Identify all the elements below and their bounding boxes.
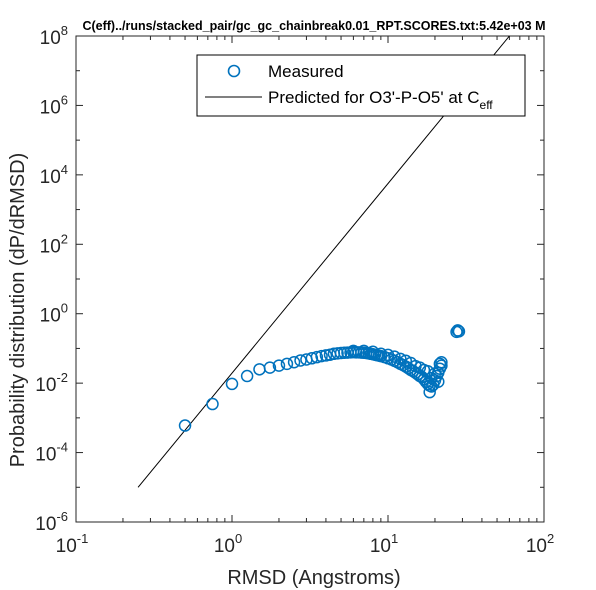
measured-point (347, 344, 360, 358)
y-tick-label: 104 (40, 162, 68, 188)
legend-marker-measured (227, 64, 241, 78)
y-tick-label: 10-6 (35, 509, 68, 535)
axis-ticks: 10-1 100 101 102 10-6 10-4 10-2 100 102 104 106 108 (35, 23, 554, 557)
measured-point (366, 345, 380, 359)
measured-point (435, 359, 448, 372)
measured-point (319, 349, 333, 362)
measured-point (310, 350, 324, 364)
measured-point (381, 348, 395, 362)
x-tick-label: 102 (526, 531, 554, 557)
y-tick-label: 100 (40, 301, 68, 327)
measured-point (225, 377, 239, 391)
measured-point (428, 367, 442, 380)
measured-point (305, 352, 319, 365)
y-tick-label: 10-4 (35, 440, 68, 466)
measured-point (432, 375, 445, 388)
measured-point (423, 385, 436, 399)
legend-box (196, 54, 526, 117)
measured-point (253, 363, 266, 376)
measured-point (272, 359, 286, 372)
measured-point (388, 350, 401, 363)
x-tick-label: 10-1 (56, 531, 89, 557)
measured-point (421, 365, 435, 378)
measured-point (206, 397, 219, 411)
chart-title: C(eff)../runs/stacked_pair/gc_gc_chainbr… (82, 19, 545, 33)
measured-point (374, 347, 388, 361)
y-tick-label: 106 (40, 92, 68, 118)
legend-label-predicted: Predicted for O3'-P-O5' at Ceff (268, 88, 493, 112)
measured-point (409, 359, 422, 373)
measured-point (394, 352, 407, 366)
measured-point (287, 355, 301, 369)
y-tick-label: 108 (40, 23, 68, 49)
measured-point (240, 369, 254, 383)
legend-label-predicted-sub: eff (480, 98, 494, 112)
y-axis-label: Probability distribution (dP/dRMSD) (7, 153, 29, 468)
measured-series (178, 324, 466, 432)
measured-point (178, 419, 192, 432)
measured-point (263, 361, 277, 374)
x-tick-label: 100 (214, 531, 242, 557)
x-axis-label: RMSD (Angstroms) (227, 567, 400, 589)
legend-label-measured: Measured (268, 62, 344, 81)
measured-point (315, 349, 328, 363)
y-tick-label: 10-2 (35, 370, 68, 396)
measured-point (451, 324, 465, 337)
measured-point (452, 325, 466, 338)
y-tick-label: 102 (40, 231, 68, 257)
legend-label-predicted-main: Predicted for O3'-P-O5' at C (268, 88, 480, 107)
x-tick-label: 101 (370, 531, 398, 557)
measured-point (435, 355, 448, 369)
legend: Measured Predicted for O3'-P-O5' at Ceff (196, 54, 526, 117)
measured-point (433, 357, 447, 371)
measured-point (280, 357, 294, 371)
